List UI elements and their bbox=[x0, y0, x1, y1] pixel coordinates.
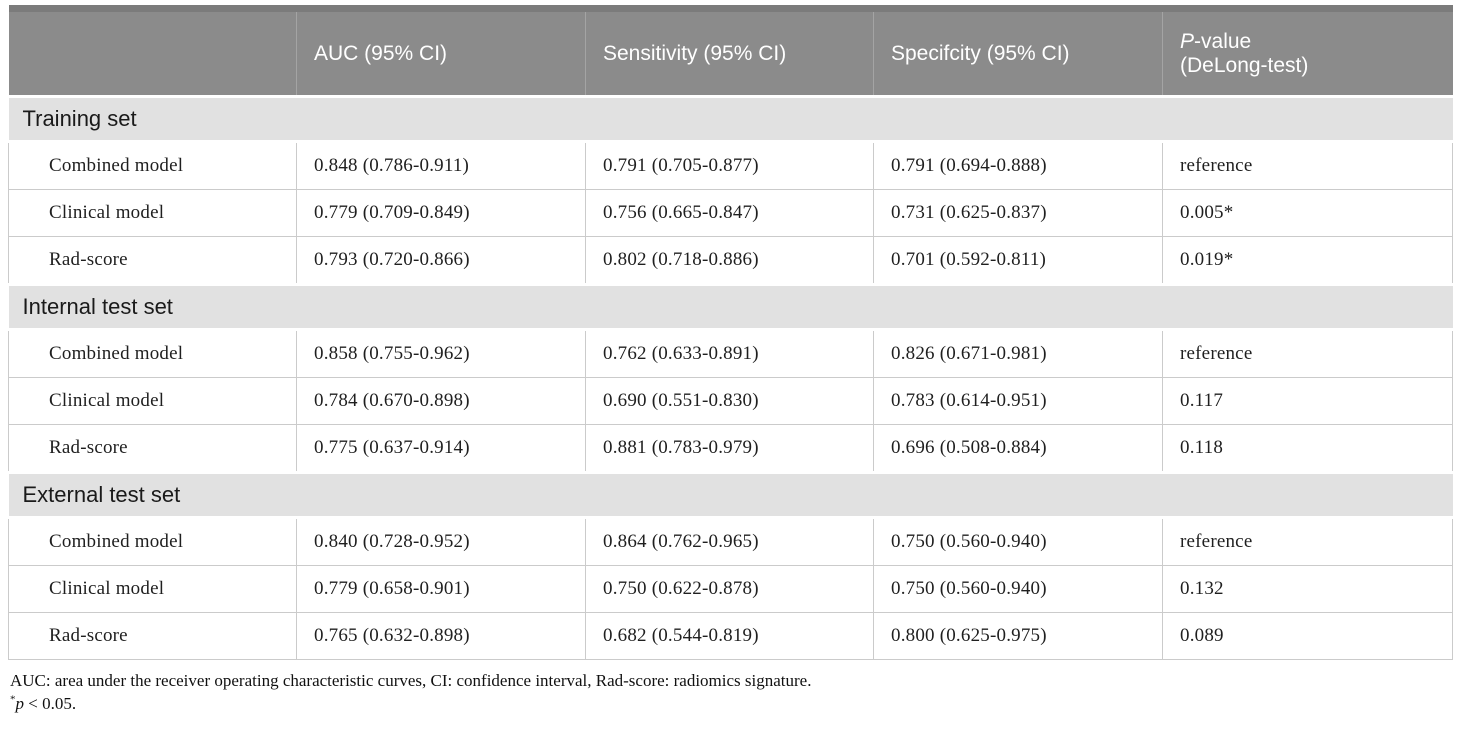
header-auc: AUC (95% CI) bbox=[296, 5, 586, 97]
p-italic: P bbox=[1180, 29, 1195, 53]
header-sensitivity: Sensitivity (95% CI) bbox=[585, 5, 874, 97]
table-row: Clinical model 0.779 (0.658-0.901) 0.750… bbox=[8, 565, 1453, 613]
header-specificity: Specifcity (95% CI) bbox=[873, 5, 1163, 97]
specificity-cell: 0.750 (0.560-0.940) bbox=[873, 565, 1163, 613]
table-row: Rad-score 0.793 (0.720-0.866) 0.802 (0.7… bbox=[8, 236, 1453, 285]
p-value-cell: 0.117 bbox=[1162, 377, 1453, 425]
sensitivity-cell: 0.762 (0.633-0.891) bbox=[585, 329, 874, 378]
header-p-value: P-value (DeLong-test) bbox=[1162, 5, 1453, 97]
auc-cell: 0.858 (0.755-0.962) bbox=[296, 329, 586, 378]
model-name-cell: Rad-score bbox=[8, 612, 297, 660]
auc-cell: 0.775 (0.637-0.914) bbox=[296, 424, 586, 473]
section-label: Training set bbox=[8, 95, 1453, 143]
sensitivity-cell: 0.756 (0.665-0.847) bbox=[585, 189, 874, 237]
asterisk: * bbox=[10, 693, 16, 706]
table-row: Combined model 0.858 (0.755-0.962) 0.762… bbox=[8, 329, 1453, 378]
model-name-cell: Clinical model bbox=[8, 565, 297, 613]
table-row: Combined model 0.840 (0.728-0.952) 0.864… bbox=[8, 517, 1453, 566]
model-name-cell: Rad-score bbox=[8, 424, 297, 473]
section-label: External test set bbox=[8, 471, 1453, 519]
table-row: Combined model 0.848 (0.786-0.911) 0.791… bbox=[8, 141, 1453, 190]
sensitivity-cell: 0.750 (0.622-0.878) bbox=[585, 565, 874, 613]
sensitivity-cell: 0.791 (0.705-0.877) bbox=[585, 141, 874, 190]
specificity-cell: 0.800 (0.625-0.975) bbox=[873, 612, 1163, 660]
table-row: Rad-score 0.765 (0.632-0.898) 0.682 (0.5… bbox=[8, 612, 1453, 660]
sensitivity-cell: 0.881 (0.783-0.979) bbox=[585, 424, 874, 473]
p-value-cell: 0.132 bbox=[1162, 565, 1453, 613]
specificity-cell: 0.696 (0.508-0.884) bbox=[873, 424, 1163, 473]
p-line2: (DeLong-test) bbox=[1180, 53, 1309, 77]
auc-cell: 0.793 (0.720-0.866) bbox=[296, 236, 586, 285]
table-header-row: AUC (95% CI) Sensitivity (95% CI) Specif… bbox=[8, 5, 1453, 97]
significance-threshold: < 0.05. bbox=[24, 694, 77, 713]
auc-cell: 0.779 (0.709-0.849) bbox=[296, 189, 586, 237]
p-value-cell: reference bbox=[1162, 329, 1453, 378]
table-row: Clinical model 0.784 (0.670-0.898) 0.690… bbox=[8, 377, 1453, 425]
p-value-cell: 0.089 bbox=[1162, 612, 1453, 660]
specificity-cell: 0.731 (0.625-0.837) bbox=[873, 189, 1163, 237]
p-value-cell: 0.019* bbox=[1162, 236, 1453, 285]
sensitivity-cell: 0.864 (0.762-0.965) bbox=[585, 517, 874, 566]
auc-cell: 0.779 (0.658-0.901) bbox=[296, 565, 586, 613]
auc-cell: 0.784 (0.670-0.898) bbox=[296, 377, 586, 425]
specificity-cell: 0.791 (0.694-0.888) bbox=[873, 141, 1163, 190]
footnote-significance: *p < 0.05. bbox=[10, 692, 1452, 715]
section-row-internal-test: Internal test set bbox=[8, 283, 1453, 331]
section-row-training: Training set bbox=[8, 95, 1453, 143]
model-name-cell: Clinical model bbox=[8, 189, 297, 237]
section-label: Internal test set bbox=[8, 283, 1453, 331]
model-name-cell: Rad-score bbox=[8, 236, 297, 285]
p-value-cell: 0.005* bbox=[1162, 189, 1453, 237]
auc-cell: 0.848 (0.786-0.911) bbox=[296, 141, 586, 190]
specificity-cell: 0.783 (0.614-0.951) bbox=[873, 377, 1163, 425]
p-value-cell: 0.118 bbox=[1162, 424, 1453, 473]
auc-cell: 0.840 (0.728-0.952) bbox=[296, 517, 586, 566]
p-rest: -value bbox=[1194, 29, 1252, 53]
specificity-cell: 0.826 (0.671-0.981) bbox=[873, 329, 1163, 378]
specificity-cell: 0.750 (0.560-0.940) bbox=[873, 517, 1163, 566]
footnote-abbreviations: AUC: area under the receiver operating c… bbox=[10, 671, 812, 690]
p-symbol: p bbox=[15, 694, 25, 713]
model-name-cell: Combined model bbox=[8, 517, 297, 566]
table-row: Rad-score 0.775 (0.637-0.914) 0.881 (0.7… bbox=[8, 424, 1453, 473]
section-row-external-test: External test set bbox=[8, 471, 1453, 519]
model-name-cell: Combined model bbox=[8, 141, 297, 190]
sensitivity-cell: 0.802 (0.718-0.886) bbox=[585, 236, 874, 285]
specificity-cell: 0.701 (0.592-0.811) bbox=[873, 236, 1163, 285]
model-name-cell: Clinical model bbox=[8, 377, 297, 425]
header-empty-cell bbox=[8, 5, 297, 97]
model-performance-table: AUC (95% CI) Sensitivity (95% CI) Specif… bbox=[8, 5, 1453, 660]
auc-cell: 0.765 (0.632-0.898) bbox=[296, 612, 586, 660]
table-row: Clinical model 0.779 (0.709-0.849) 0.756… bbox=[8, 189, 1453, 237]
table-footnotes: AUC: area under the receiver operating c… bbox=[8, 669, 1452, 715]
sensitivity-cell: 0.690 (0.551-0.830) bbox=[585, 377, 874, 425]
p-value-cell: reference bbox=[1162, 517, 1453, 566]
sensitivity-cell: 0.682 (0.544-0.819) bbox=[585, 612, 874, 660]
p-value-cell: reference bbox=[1162, 141, 1453, 190]
model-name-cell: Combined model bbox=[8, 329, 297, 378]
